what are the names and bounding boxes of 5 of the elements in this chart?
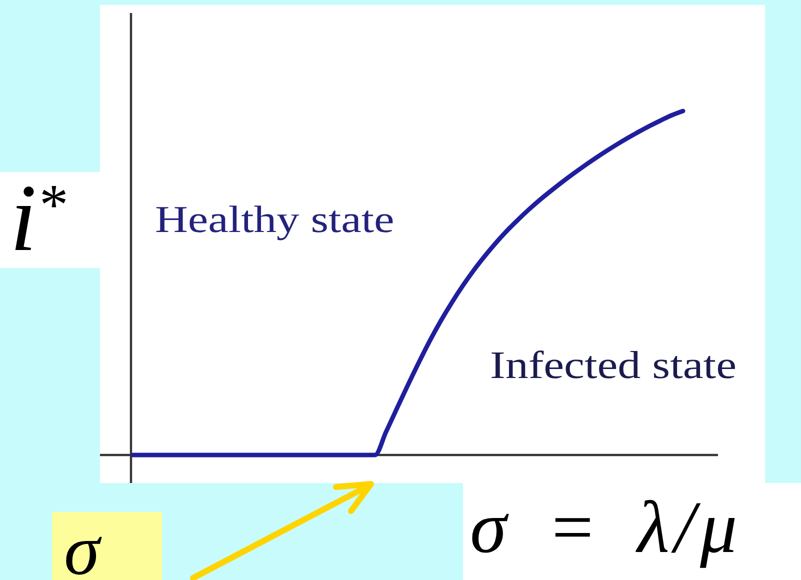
annotation: Infected state [490, 344, 736, 388]
annotation: Healthy state [155, 199, 394, 242]
y-axis-title: i$^{*}$ [10, 164, 66, 271]
text: σ [64, 510, 102, 580]
x-axis-title: σ = λ/μ [470, 487, 742, 569]
